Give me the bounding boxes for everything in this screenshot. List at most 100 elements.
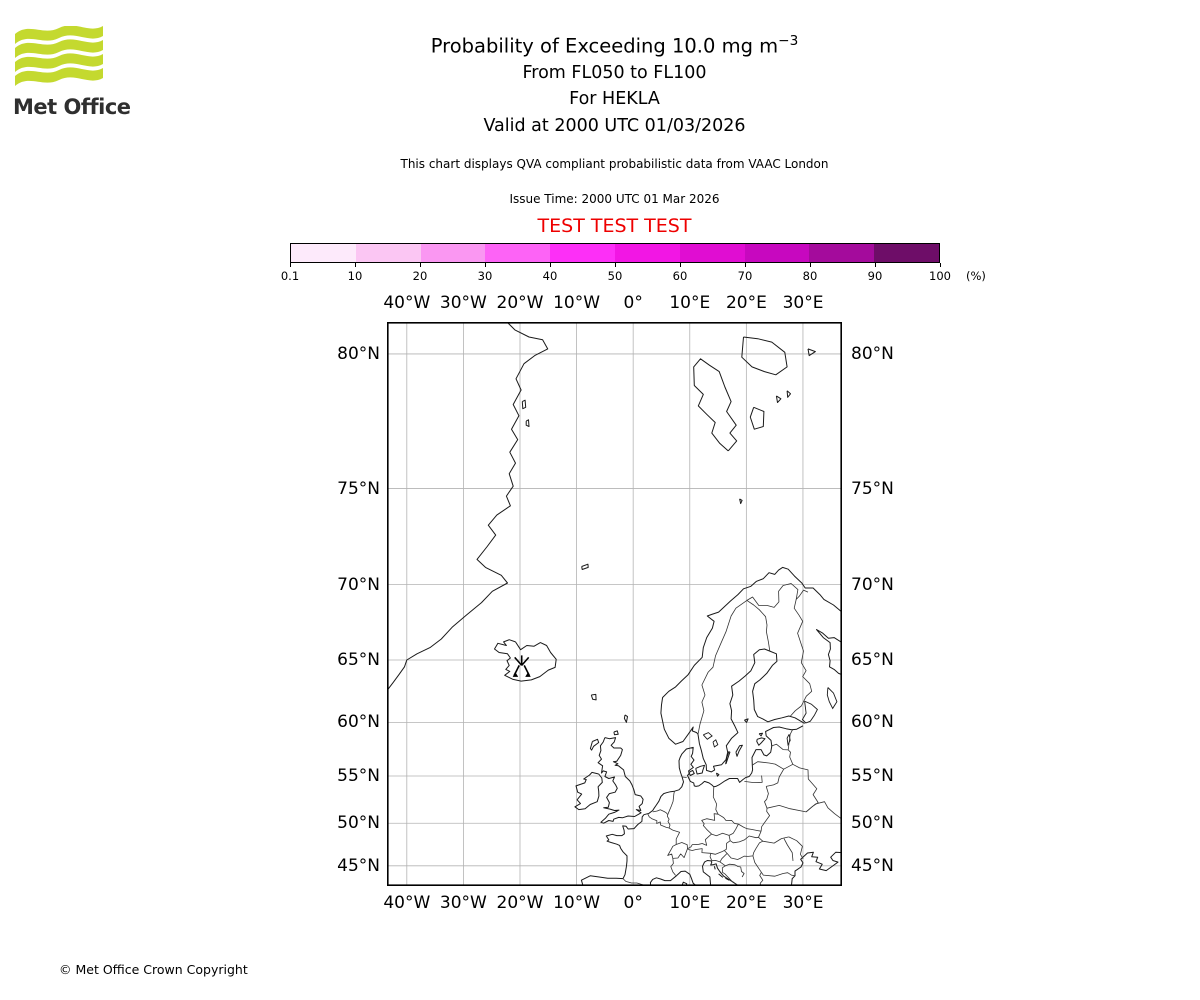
coastline <box>597 737 644 824</box>
country-border <box>667 814 671 829</box>
longitude-tick-label: 30°E <box>782 293 824 313</box>
country-border <box>709 853 713 861</box>
colorbar-tick-label: 30 <box>477 269 493 283</box>
country-border <box>787 749 794 765</box>
colorbar-segment <box>420 244 486 262</box>
chart-title-exponent: −3 <box>778 33 799 49</box>
colorbar-tick <box>810 263 811 267</box>
colorbar-segment <box>355 244 421 262</box>
country-border <box>717 813 739 825</box>
latitude-labels-right: 80°N 75°N 70°N 65°N 60°N 55°N 50°N 45°N <box>851 322 971 886</box>
latitude-tick-label: 80°N <box>851 343 894 364</box>
coastline <box>589 738 600 751</box>
colorbar-tick-label: 0.1 <box>280 269 300 283</box>
colorbar-tick-label: 90 <box>867 269 883 283</box>
latitude-tick-label: 50°N <box>337 813 380 834</box>
country-border <box>719 861 741 868</box>
country-border <box>726 853 753 860</box>
issue-time: Issue Time: 2000 UTC 01 Mar 2026 <box>509 192 720 206</box>
country-border <box>760 786 770 832</box>
latitude-tick-label: 75°N <box>337 478 380 499</box>
country-border <box>770 743 789 751</box>
country-border <box>740 866 745 878</box>
country-border <box>790 599 813 717</box>
latitude-tick-label: 70°N <box>337 574 380 595</box>
chart-title-text: Probability of Exceeding 10.0 mg m <box>430 34 779 58</box>
country-border <box>697 600 748 735</box>
latitude-tick-label: 60°N <box>337 712 380 733</box>
colorbar-segment <box>291 244 356 262</box>
coastline <box>725 877 730 881</box>
country-border <box>647 813 670 829</box>
country-border <box>712 786 719 815</box>
latitude-tick-label: 65°N <box>337 650 380 670</box>
country-border <box>682 776 687 778</box>
colorbar-tick <box>875 263 876 267</box>
longitude-tick-label: 20°W <box>496 293 544 313</box>
coastline <box>702 860 739 886</box>
colorbar-tick-label: 100 <box>929 269 951 283</box>
country-border <box>667 842 688 859</box>
longitude-tick-label: 40°W <box>383 893 431 913</box>
coastline <box>756 737 766 746</box>
coastline <box>521 399 527 410</box>
colorbar-tick <box>550 263 551 267</box>
coastline <box>741 336 788 376</box>
country-border <box>752 855 762 873</box>
coastline <box>693 358 738 452</box>
latitude-tick-label: 75°N <box>851 478 894 499</box>
country-border <box>721 865 738 886</box>
colorbar-tick <box>615 263 616 267</box>
coastline <box>590 693 597 701</box>
country-border <box>687 833 712 850</box>
country-border <box>805 801 842 820</box>
colorbar-tick <box>680 263 681 267</box>
coastline <box>715 772 720 777</box>
coastline <box>695 764 705 775</box>
longitude-tick-label: 30°W <box>439 293 487 313</box>
coastline <box>660 566 842 773</box>
colorbar-tick <box>420 263 421 267</box>
lake-outline <box>801 700 818 724</box>
country-border <box>752 840 763 856</box>
subtitle-flight-levels: From FL050 to FL100 <box>522 62 707 83</box>
lake-outline <box>826 687 838 710</box>
latitude-tick-label: 45°N <box>851 855 894 876</box>
country-border <box>759 872 764 886</box>
country-border <box>667 791 675 815</box>
longitude-tick-label: 0° <box>623 893 643 913</box>
country-border <box>670 858 676 876</box>
country-border <box>710 850 725 855</box>
longitude-tick-label: 40°W <box>383 293 431 313</box>
country-border <box>788 836 804 860</box>
colorbar-tick-label: 70 <box>737 269 753 283</box>
colorbar-segment <box>874 244 939 262</box>
colorbar-tick-label: 20 <box>412 269 428 283</box>
latitude-tick-label: 45°N <box>337 855 380 876</box>
longitude-tick-label: 20°E <box>725 893 767 913</box>
chart-description: This chart displays QVA compliant probab… <box>400 157 829 171</box>
country-border <box>711 832 730 837</box>
probability-colorbar <box>290 243 940 263</box>
latitude-tick-label: 60°N <box>851 712 894 733</box>
chart-title: Probability of Exceeding 10.0 mg m−3 <box>29 28 1200 60</box>
longitude-tick-label: 10°E <box>669 293 711 313</box>
coastline <box>494 639 557 682</box>
longitude-tick-label: 10°W <box>553 893 601 913</box>
colorbar-tick <box>290 263 291 267</box>
country-border <box>724 840 731 851</box>
colorbar-segment <box>614 244 680 262</box>
colorbar-tick-label: 60 <box>672 269 688 283</box>
chart-header: Probability of Exceeding 10.0 mg m−3 Fro… <box>29 28 1200 237</box>
colorbar-segment <box>679 244 745 262</box>
country-border <box>687 848 711 854</box>
country-border <box>711 850 728 863</box>
colorbar-segment <box>809 244 875 262</box>
country-border <box>783 838 794 861</box>
lake-outline <box>702 732 713 740</box>
coastline <box>735 744 743 757</box>
coastline <box>580 725 804 886</box>
map-panel <box>387 322 842 886</box>
country-border <box>746 583 809 608</box>
country-border <box>787 729 794 750</box>
